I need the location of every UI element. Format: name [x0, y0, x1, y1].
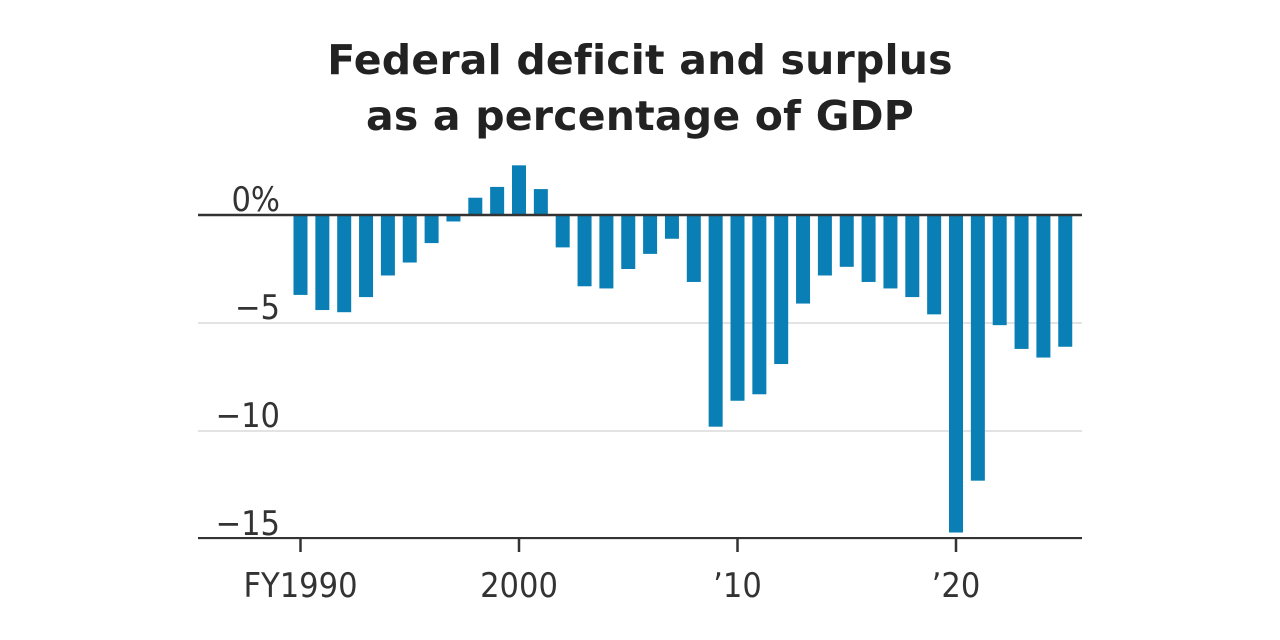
bar-2002	[555, 215, 570, 248]
bar-1996	[424, 215, 439, 244]
y-tick-label-1: −5	[235, 288, 280, 328]
bar-2017	[883, 215, 898, 289]
bar-1991	[315, 215, 330, 311]
y-tick-label-0: 0%	[231, 180, 280, 220]
bar-1995	[402, 215, 417, 263]
bar-1993	[359, 215, 374, 298]
bar-2006	[643, 215, 658, 254]
bar-1994	[380, 215, 395, 276]
bar-2024	[1036, 215, 1051, 358]
bar-2020	[949, 215, 963, 533]
x-tick-label-2000: 2000	[480, 566, 558, 606]
bar-2001	[533, 189, 548, 215]
bar-1998	[468, 197, 483, 215]
bar-2022	[992, 215, 1007, 326]
y-tick-label-3: −15	[215, 504, 280, 544]
bar-2019	[927, 215, 942, 315]
x-tick-label-2020: ’20	[932, 566, 981, 606]
chart-title-line-2: as a percentage of GDP	[365, 92, 915, 140]
bar-2007	[664, 215, 679, 239]
bar-2021	[970, 215, 985, 481]
x-tick-label-2010: ’10	[713, 566, 762, 606]
bar-2000	[512, 165, 526, 215]
bar-2025	[1058, 215, 1073, 347]
bar-2015	[839, 215, 854, 267]
bar-2004	[599, 215, 614, 289]
bars	[293, 165, 1073, 533]
bar-2008	[686, 215, 701, 282]
y-tick-label-2: −10	[215, 396, 280, 436]
bar-2016	[861, 215, 876, 282]
bar-2013	[796, 215, 811, 304]
bar-2003	[577, 215, 592, 287]
bar-1992	[337, 215, 352, 313]
bar-2012	[774, 215, 789, 365]
bar-2018	[905, 215, 920, 298]
tick-labels: FY1990 2000 ’10 ’20 0% −5 −10 −15	[215, 180, 980, 606]
chart-title: Federal deficit and surplus as a percent…	[0, 32, 1280, 144]
bar-2009	[708, 215, 723, 427]
bar-2014	[817, 215, 832, 276]
chart-title-line-1: Federal deficit and surplus	[327, 36, 953, 84]
x-tick-label-1990: FY1990	[243, 566, 357, 606]
bar-1999	[490, 186, 505, 215]
bar-2023	[1014, 215, 1029, 349]
axes	[198, 213, 1082, 552]
bar-2010	[730, 215, 745, 401]
bar-1997	[446, 215, 461, 222]
bar-1990	[293, 215, 308, 295]
bar-2011	[752, 215, 767, 395]
bar-2005	[621, 215, 636, 269]
